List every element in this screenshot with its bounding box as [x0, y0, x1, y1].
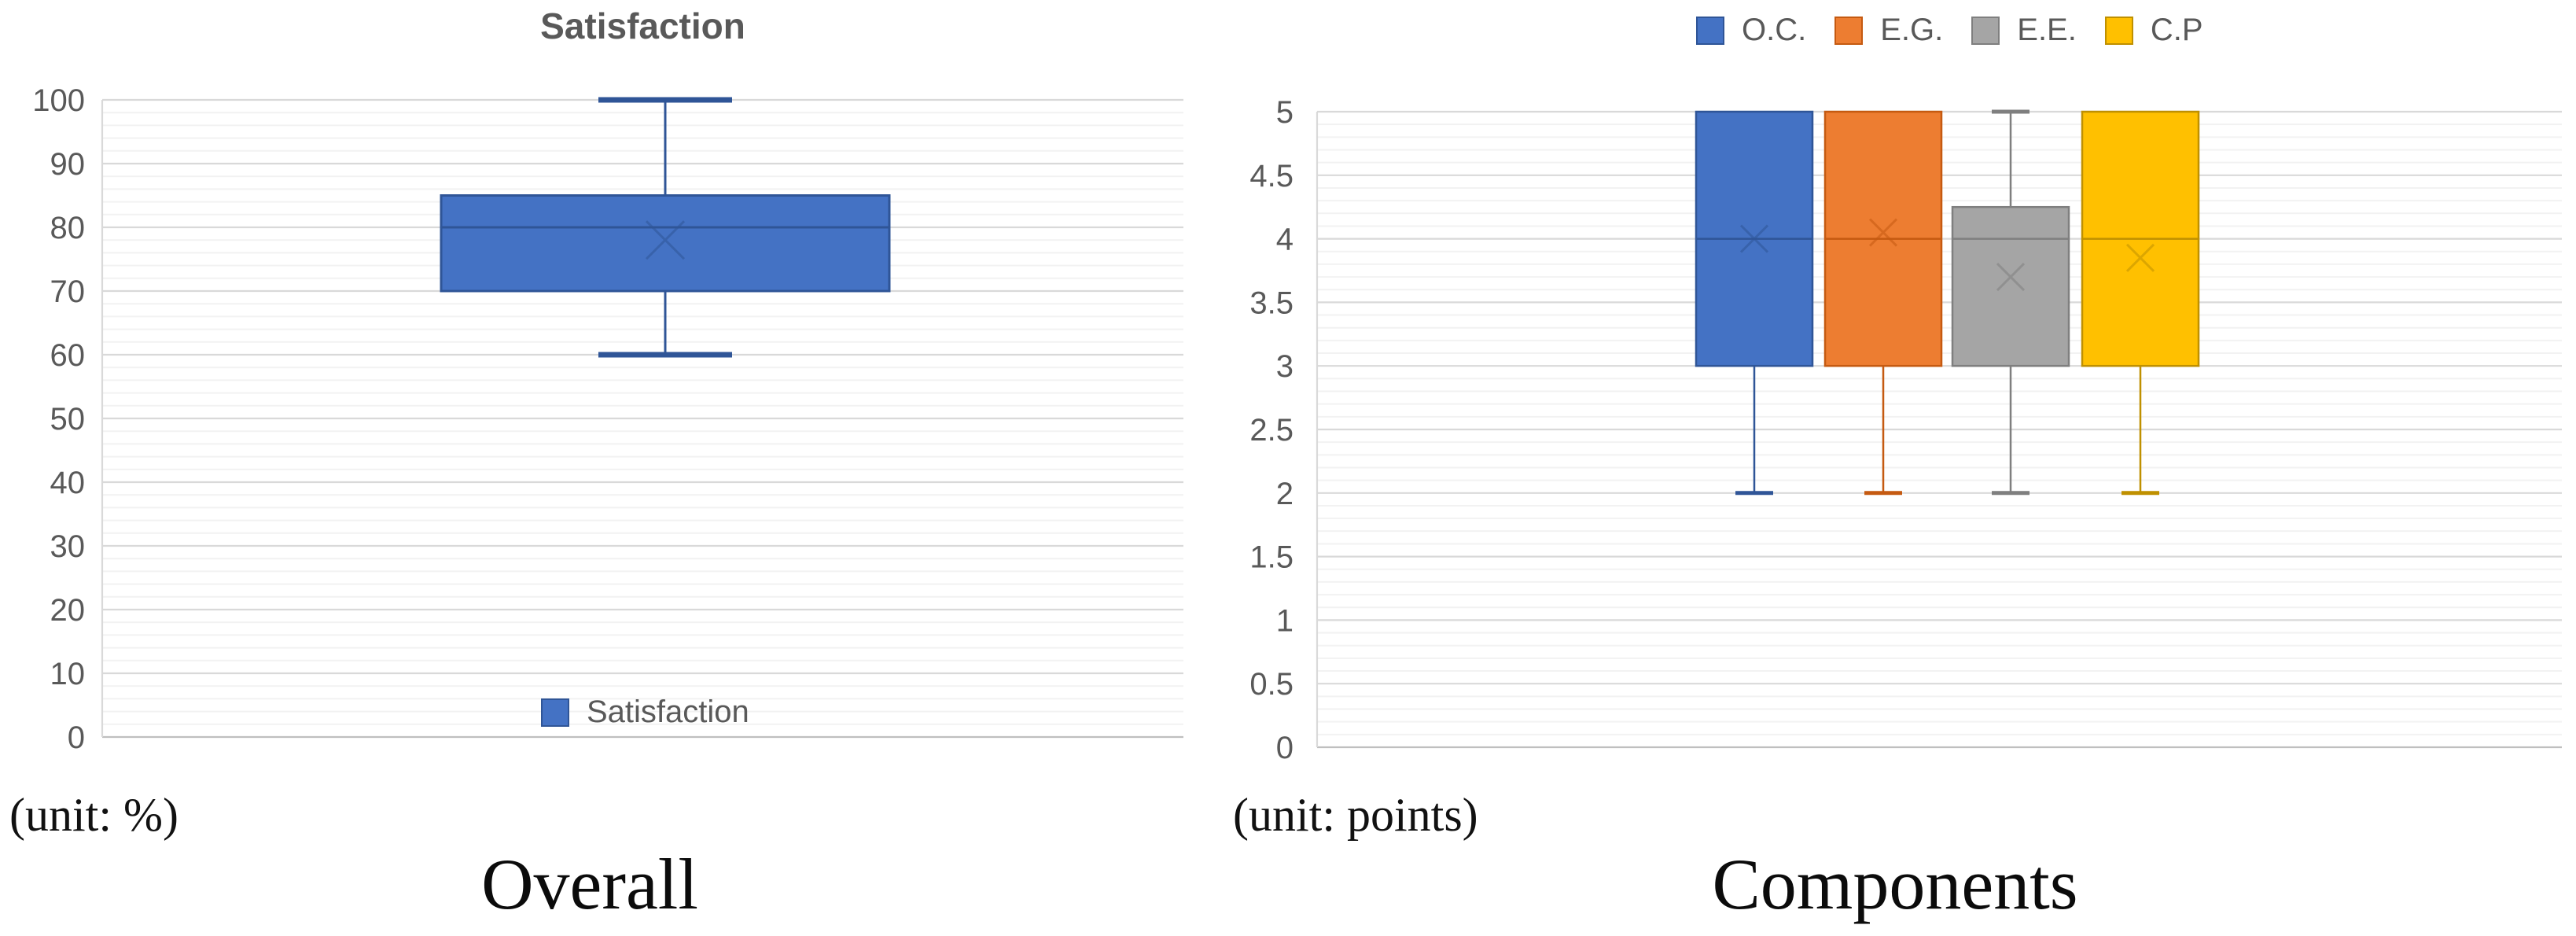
left-chart-title: Satisfaction [540, 6, 745, 46]
left-unit-note: (unit: %) [9, 789, 178, 841]
satisfaction-legend-swatch-icon [541, 698, 569, 727]
y-axis-tick-label: 30 [50, 529, 86, 564]
y-axis-tick-label: 1.5 [1249, 540, 1294, 575]
satisfaction-legend-label: Satisfaction [587, 695, 749, 729]
ee-legend-swatch-icon [1971, 16, 2000, 45]
legend-item-cp: C.P [2104, 13, 2203, 48]
y-axis-tick-label: 10 [50, 657, 86, 691]
y-axis-tick-label: 0 [68, 720, 85, 755]
y-axis-tick-label: 90 [50, 147, 86, 182]
y-axis-tick-label: 4.5 [1249, 159, 1294, 193]
mean-x-marker-Satisfaction [645, 220, 686, 260]
box-Satisfaction [440, 194, 891, 293]
y-axis-tick-label: 3.5 [1249, 286, 1294, 320]
y-axis-tick-label: 70 [50, 275, 86, 309]
right-unit-note: (unit: points) [1233, 789, 1478, 841]
y-axis-tick-label: 0 [1276, 731, 1294, 765]
y-axis-tick-label: 60 [50, 338, 86, 373]
y-axis-tick-label: 1 [1276, 603, 1294, 638]
right-chart-legend: O.C. E.G. E.E. C.P [1696, 13, 2232, 48]
mean-x-marker-E.G. [1868, 218, 1898, 247]
y-axis-tick-label: 20 [50, 593, 86, 628]
legend-item-satisfaction: Satisfaction [541, 695, 749, 730]
y-axis-tick-label: 3 [1276, 349, 1294, 384]
legend-item-eg: E.G. [1834, 13, 1943, 48]
y-axis-tick-label: 80 [50, 211, 86, 245]
eg-legend-label: E.G. [1880, 13, 1944, 47]
ee-legend-label: E.E. [2017, 13, 2077, 47]
y-axis-tick-label: 100 [32, 83, 85, 118]
mean-x-marker-E.E. [1996, 263, 2026, 292]
right-chart-caption: Components [1712, 844, 2078, 924]
mean-x-marker-C.P [2125, 243, 2155, 272]
cp-legend-swatch-icon [2104, 16, 2133, 45]
y-axis-tick-label: 2 [1276, 477, 1294, 511]
legend-item-ee: E.E. [1971, 13, 2077, 48]
left-chart-legend: Satisfaction [541, 695, 778, 730]
y-axis-tick-label: 40 [50, 466, 86, 500]
mean-x-marker-O.C. [1739, 224, 1769, 253]
y-axis-tick-label: 50 [50, 402, 86, 437]
y-axis-tick-label: 5 [1276, 95, 1294, 130]
oc-legend-swatch-icon [1696, 16, 1724, 45]
left-chart-caption: Overall [481, 844, 698, 924]
y-axis-tick-label: 0.5 [1249, 667, 1294, 702]
y-axis-tick-label: 4 [1276, 223, 1294, 257]
legend-item-oc: O.C. [1696, 13, 1806, 48]
y-axis-tick-label: 2.5 [1249, 413, 1294, 448]
cp-legend-label: C.P [2150, 13, 2203, 47]
box-E.E. [1951, 205, 2070, 367]
eg-legend-swatch-icon [1834, 16, 1864, 45]
oc-legend-label: O.C. [1742, 13, 1807, 47]
